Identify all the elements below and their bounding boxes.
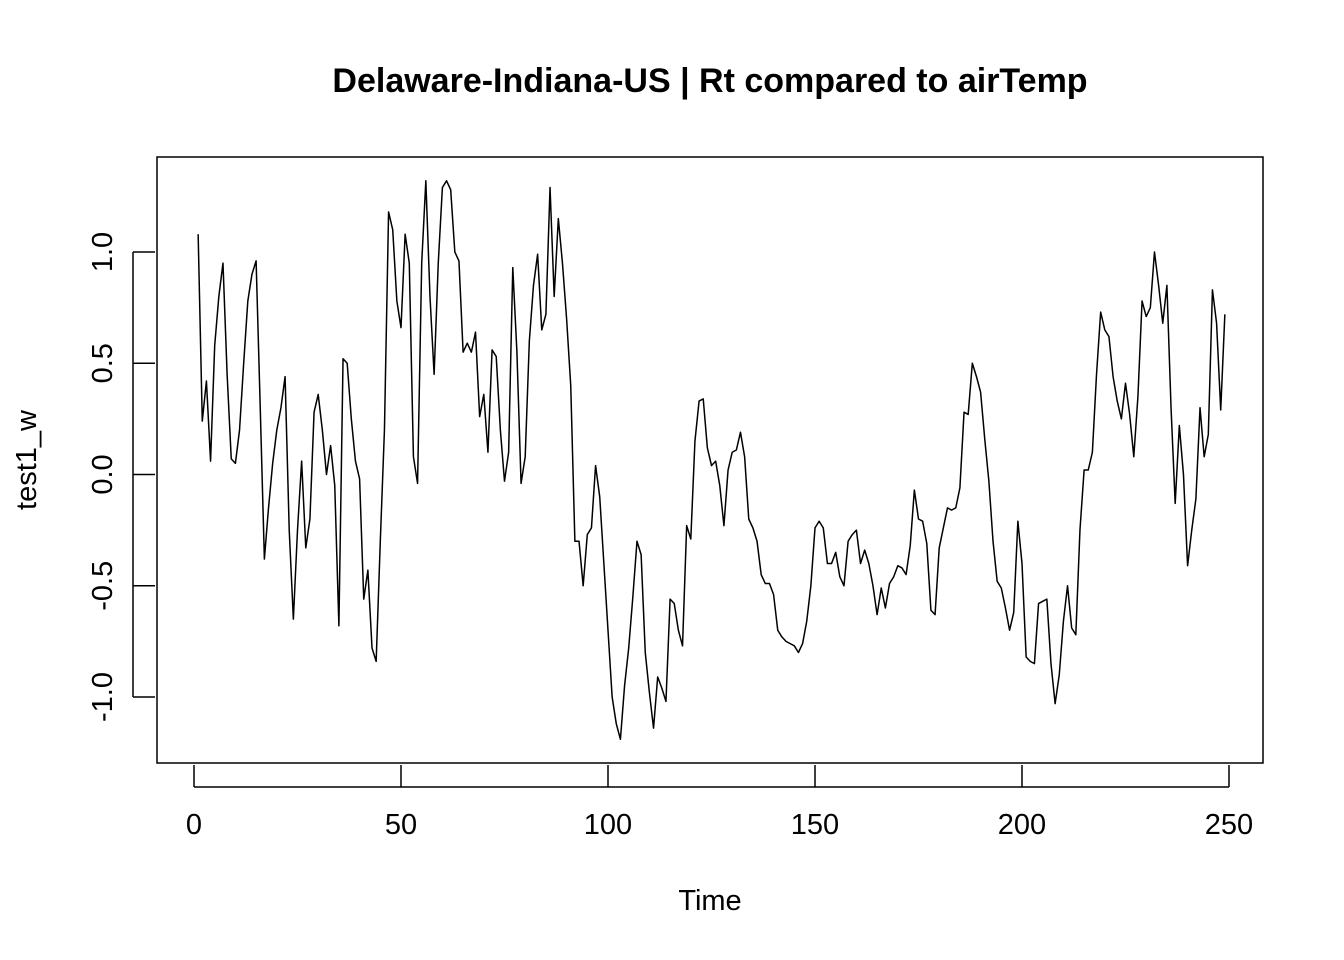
- x-tick-label: 0: [186, 809, 202, 841]
- plot-frame: [156, 156, 1264, 764]
- x-tick-label: 200: [998, 809, 1046, 841]
- series-line: [197, 180, 1226, 741]
- y-tick-label: -1.0: [87, 672, 119, 722]
- y-tick-label: 0.5: [87, 343, 119, 383]
- x-tick-label: 250: [1205, 809, 1253, 841]
- x-axis-title: Time: [678, 885, 741, 917]
- x-tick-label: 150: [791, 809, 839, 841]
- x-tick-label: 100: [584, 809, 632, 841]
- chart-title: Delaware-Indiana-US | Rt compared to air…: [332, 62, 1087, 100]
- y-tick-label: 1.0: [87, 232, 119, 272]
- y-axis: -1.0 -0.5 0.0 0.5 1.0: [87, 232, 155, 722]
- y-tick-label: 0.0: [87, 454, 119, 494]
- x-axis: 0 50 100 150 200 250: [186, 765, 1253, 841]
- y-axis-title: test1_w: [11, 409, 43, 510]
- x-tick-label: 50: [385, 809, 417, 841]
- y-tick-label: -0.5: [87, 561, 119, 611]
